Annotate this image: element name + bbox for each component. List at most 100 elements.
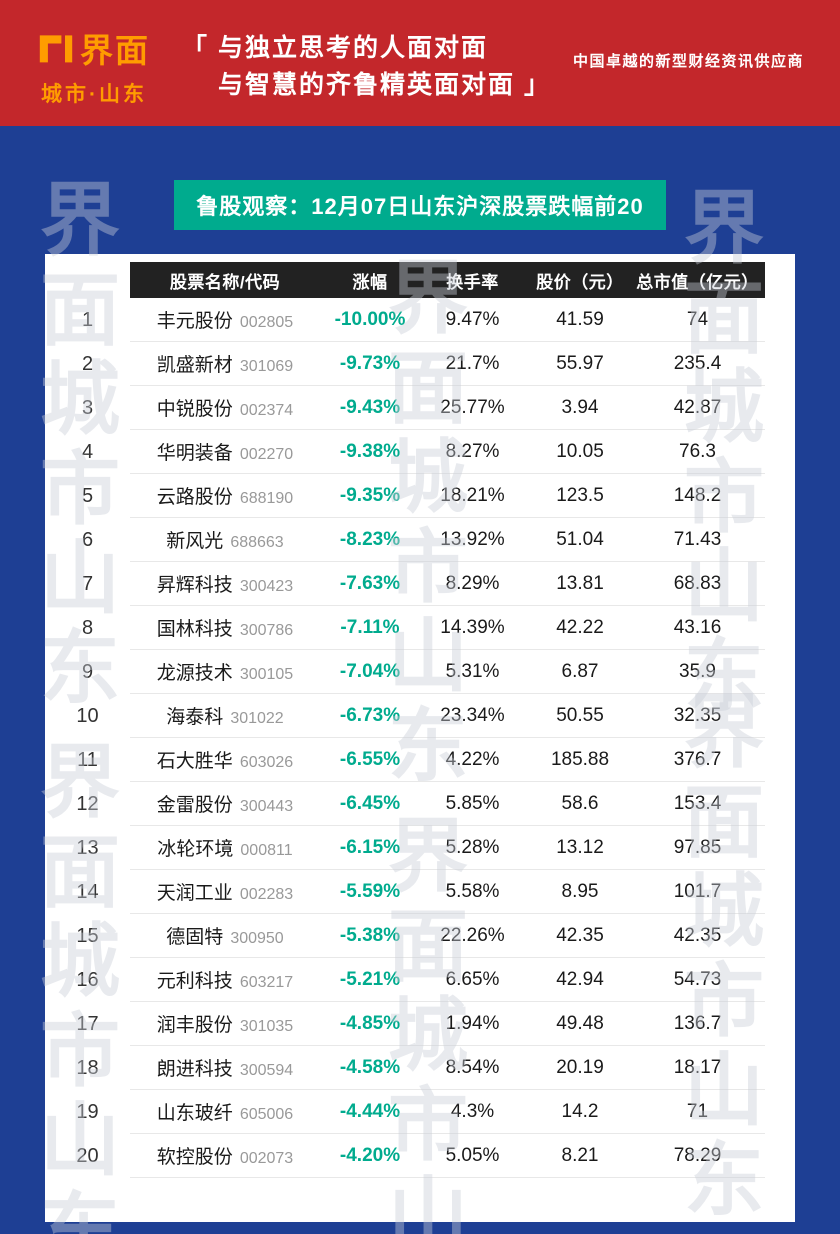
change-cell: -7.63%	[339, 572, 401, 594]
stock-name-cell: 石大胜华 603026	[130, 746, 320, 773]
stock-name: 冰轮环境	[157, 839, 234, 860]
stock-name-cell: 凯盛新材 301069	[130, 350, 320, 377]
stock-code: 605006	[239, 1106, 294, 1123]
rank-cell: 12	[76, 792, 99, 815]
stock-code: 002283	[239, 886, 294, 903]
stock-name-cell: 海泰科 301022	[130, 702, 320, 729]
marketcap-cell: 71	[686, 1100, 709, 1122]
marketcap-cell: 43.16	[673, 616, 722, 638]
stock-name: 海泰科	[166, 707, 224, 728]
table-row: 17 润丰股份 301035 -4.85% 1.94% 49.48 136.7	[45, 1002, 765, 1046]
turnover-cell: 23.34%	[440, 704, 505, 726]
turnover-cell: 8.29%	[445, 572, 500, 594]
table-row: 13 冰轮环境 000811 -6.15% 5.28% 13.12 97.85	[45, 826, 765, 870]
stock-code: 603217	[239, 974, 294, 991]
stock-name-cell: 润丰股份 301035	[130, 1010, 320, 1037]
turnover-cell: 18.21%	[440, 484, 505, 506]
col-header-cap: 总市值（亿元）	[636, 272, 759, 292]
stock-code: 002374	[239, 402, 294, 419]
table-row: 15 德固特 300950 -5.38% 22.26% 42.35 42.35	[45, 914, 765, 958]
turnover-cell: 22.26%	[440, 924, 505, 946]
stock-code: 300443	[239, 798, 294, 815]
change-cell: -5.38%	[339, 924, 401, 946]
price-cell: 8.95	[561, 880, 599, 902]
stock-name: 凯盛新材	[156, 355, 233, 376]
logo-text: 界面	[80, 32, 150, 69]
rank-cell: 9	[81, 660, 94, 683]
stock-name: 德固特	[166, 927, 224, 948]
marketcap-cell: 32.35	[673, 704, 722, 726]
marketcap-cell: 74	[686, 308, 709, 330]
table-row: 2 凯盛新材 301069 -9.73% 21.7% 55.97 235.4	[45, 342, 765, 386]
price-cell: 6.87	[561, 660, 599, 682]
rank-cell: 6	[81, 528, 94, 551]
change-cell: -9.35%	[339, 484, 401, 506]
rank-cell: 1	[81, 308, 94, 331]
price-cell: 14.2	[561, 1100, 599, 1122]
rank-cell: 8	[81, 616, 94, 639]
turnover-cell: 4.3%	[450, 1100, 495, 1122]
turnover-cell: 5.58%	[445, 880, 500, 902]
table-row: 19 山东玻纤 605006 -4.44% 4.3% 14.2 71	[45, 1090, 765, 1134]
change-cell: -5.21%	[339, 968, 401, 990]
quote-line-1: 「 与独立思考的人面对面	[182, 34, 488, 62]
rank-cell: 13	[76, 836, 99, 859]
marketcap-cell: 18.17	[673, 1056, 722, 1078]
change-cell: -5.59%	[339, 880, 401, 902]
stock-name-cell: 软控股份 002073	[130, 1142, 320, 1169]
rank-cell: 15	[76, 924, 99, 947]
turnover-cell: 1.94%	[445, 1012, 500, 1034]
marketcap-cell: 35.9	[679, 660, 716, 682]
change-cell: -10.00%	[334, 308, 406, 330]
stock-name-cell: 昇辉科技 300423	[130, 570, 320, 597]
price-cell: 10.05	[556, 440, 604, 462]
change-cell: -8.23%	[339, 528, 401, 550]
quote-line-2: 与智慧的齐鲁精英面对面 」	[218, 71, 551, 99]
price-cell: 51.04	[556, 528, 604, 550]
stock-name-cell: 山东玻纤 605006	[130, 1098, 320, 1125]
stock-table-card: 股票名称/代码 涨幅 换手率 股价（元） 总市值（亿元） 1 丰元股份 0028…	[45, 254, 795, 1222]
stock-name-cell: 元利科技 603217	[130, 966, 320, 993]
stock-name-cell: 龙源技术 300105	[130, 658, 320, 685]
price-cell: 42.35	[556, 924, 604, 946]
marketcap-cell: 78.29	[673, 1144, 722, 1166]
turnover-cell: 5.31%	[445, 660, 500, 682]
stock-code: 603026	[239, 754, 294, 771]
price-cell: 50.55	[556, 704, 604, 726]
table-header-band: 股票名称/代码 涨幅 换手率 股价（元） 总市值（亿元）	[130, 262, 765, 298]
stock-name: 龙源技术	[156, 663, 233, 684]
marketcap-cell: 153.4	[673, 792, 722, 814]
price-cell: 185.88	[550, 748, 610, 770]
marketcap-cell: 68.83	[673, 572, 722, 594]
table-row: 6 新风光 688663 -8.23% 13.92% 51.04 71.43	[45, 518, 765, 562]
stock-code: 301022	[230, 710, 284, 727]
logo-subtitle: 城市·山东	[41, 83, 147, 106]
rank-cell: 10	[76, 704, 99, 727]
stock-name: 中锐股份	[156, 399, 233, 420]
turnover-cell: 9.47%	[445, 308, 500, 330]
turnover-cell: 5.05%	[445, 1144, 500, 1166]
rank-cell: 5	[81, 484, 94, 507]
marketcap-cell: 42.35	[673, 924, 722, 946]
marketcap-cell: 71.43	[673, 528, 722, 550]
price-cell: 41.59	[556, 308, 604, 330]
stock-code: 300594	[239, 1062, 294, 1079]
rank-cell: 19	[76, 1100, 99, 1123]
turnover-cell: 8.54%	[445, 1056, 500, 1078]
table-row: 9 龙源技术 300105 -7.04% 5.31% 6.87 35.9	[45, 650, 765, 694]
stock-code: 300105	[239, 666, 294, 683]
table-row: 16 元利科技 603217 -5.21% 6.65% 42.94 54.73	[45, 958, 765, 1002]
marketcap-cell: 54.73	[673, 968, 722, 990]
stock-code: 688190	[239, 490, 294, 507]
change-cell: -4.44%	[339, 1100, 401, 1122]
change-cell: -9.43%	[339, 396, 401, 418]
col-header-turnover: 换手率	[446, 272, 499, 292]
change-cell: -9.73%	[339, 352, 401, 374]
stock-code: 300786	[239, 622, 294, 639]
stock-code: 000811	[240, 842, 293, 859]
jiemian-logo-icon	[38, 33, 74, 63]
col-header-name: 股票名称/代码	[169, 272, 281, 292]
turnover-cell: 6.65%	[445, 968, 500, 990]
rank-cell: 7	[81, 572, 94, 595]
change-cell: -7.11%	[340, 616, 400, 638]
